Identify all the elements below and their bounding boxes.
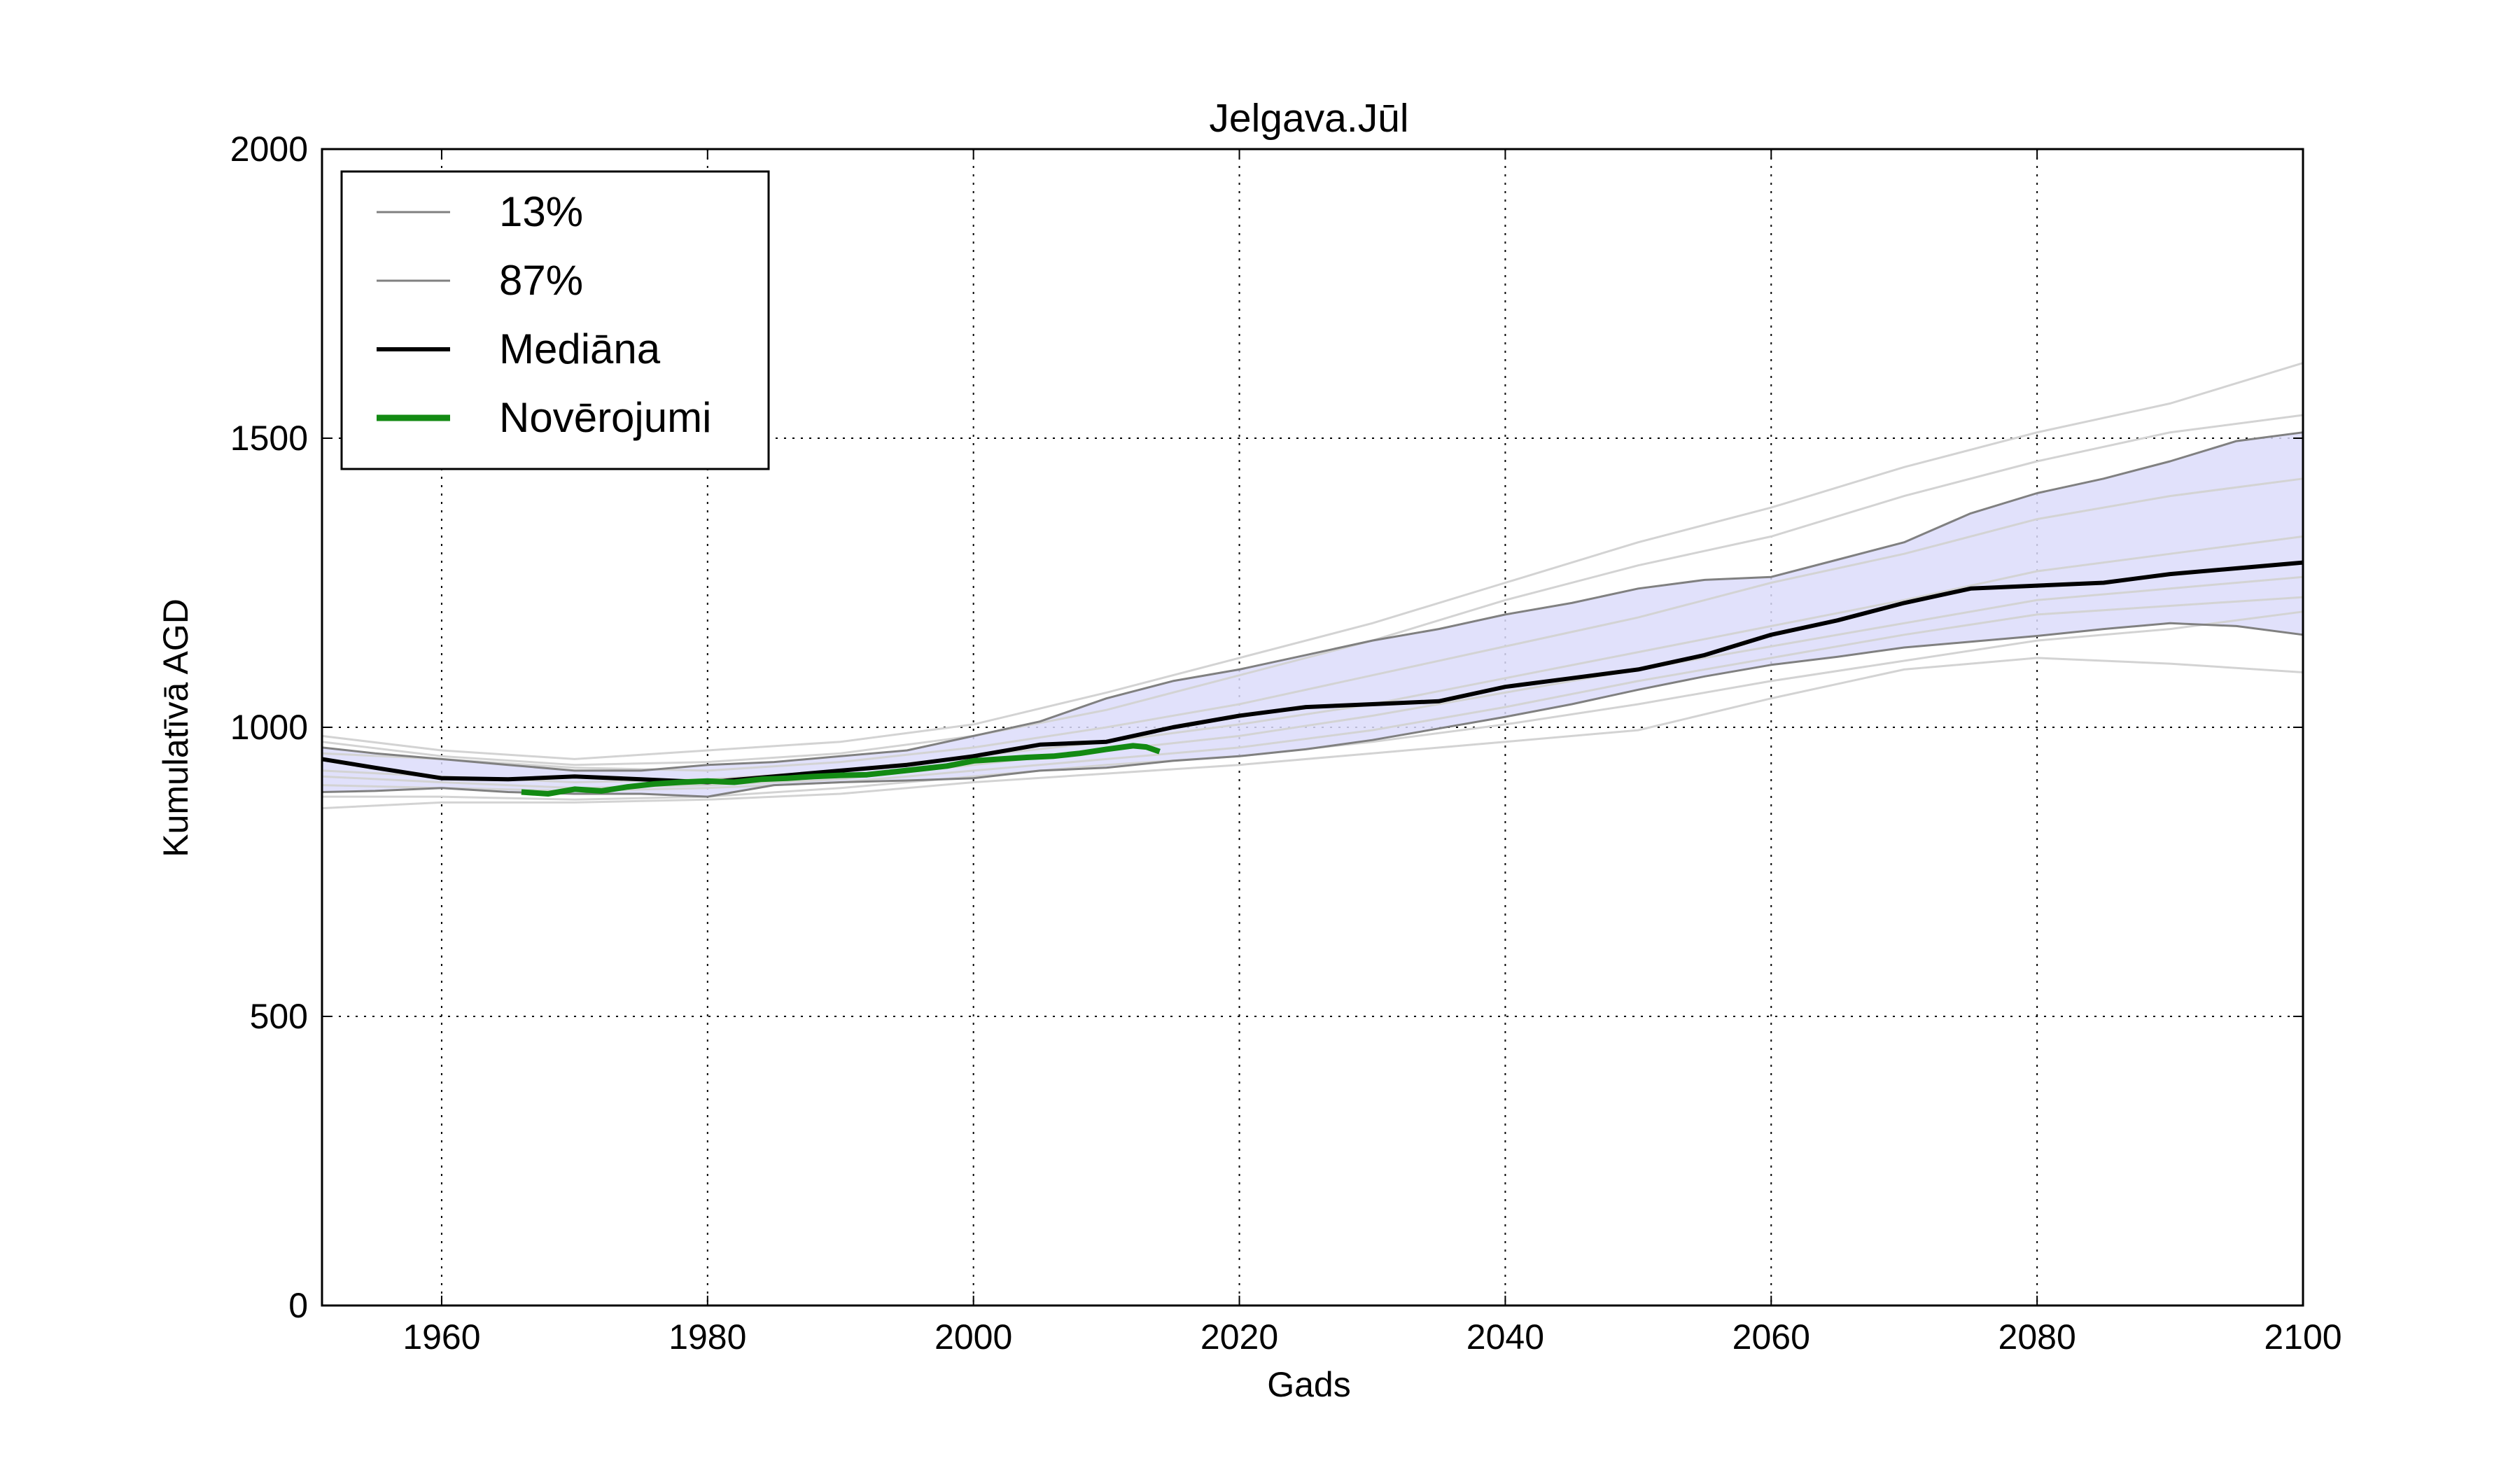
x-tick-label: 2080: [1998, 1317, 2076, 1357]
series-lines: [321, 431, 2304, 798]
median-line: [321, 560, 2304, 785]
legend-label: Mediāna: [499, 326, 661, 372]
y-tick-label: 500: [250, 997, 308, 1036]
ensemble-line: [321, 362, 2304, 760]
percentile-87-line: [321, 431, 2304, 772]
x-axis-ticks: 1960 1980 2000 2020 2040 2060 2080 2100: [402, 149, 2342, 1357]
x-tick-label: 2060: [1732, 1317, 1810, 1357]
x-tick-label: 2020: [1200, 1317, 1278, 1357]
ensemble-line: [321, 596, 2304, 792]
legend: 13% 87% Mediāna Novērojumi: [340, 170, 770, 470]
x-axis-label: Gads: [1267, 1365, 1351, 1404]
x-tick-label: 2040: [1466, 1317, 1544, 1357]
chart-title: Jelgava.Jūl: [1209, 96, 1408, 141]
x-tick-label: 1980: [668, 1317, 746, 1357]
legend-label: Novērojumi: [499, 394, 711, 441]
y-axis-ticks: 0 500 1000 1500 2000: [230, 130, 2303, 1325]
y-tick-label: 2000: [230, 130, 308, 169]
y-axis-label: Kumulatīvā AGD: [156, 598, 195, 858]
x-tick-label: 2000: [934, 1317, 1012, 1357]
x-tick-label: 1960: [402, 1317, 480, 1357]
y-tick-label: 1000: [230, 708, 308, 747]
legend-label: 87%: [499, 257, 583, 304]
ensemble-line: [321, 477, 2304, 772]
y-tick-label: 1500: [230, 419, 308, 458]
x-tick-label: 2100: [2264, 1317, 2342, 1357]
ensemble-line: [321, 657, 2304, 810]
plot-area: [321, 362, 2304, 810]
observations-line: [521, 743, 1161, 797]
y-tick-label: 0: [288, 1286, 308, 1325]
percentile-13-line: [321, 622, 2304, 798]
legend-label: 13%: [499, 188, 583, 235]
ensemble-line: [321, 414, 2304, 766]
